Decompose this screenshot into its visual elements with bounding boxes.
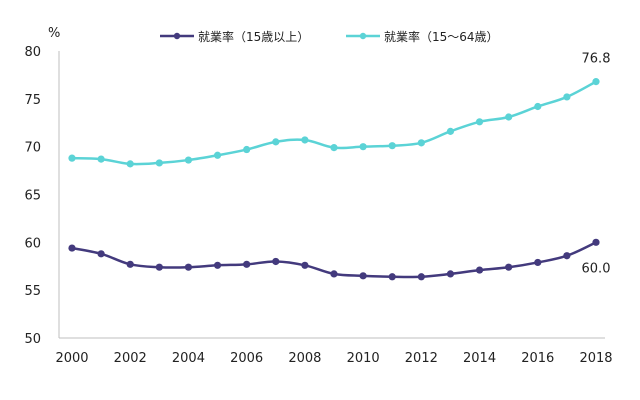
data-point xyxy=(272,138,280,146)
data-point xyxy=(475,118,484,126)
data-point xyxy=(446,270,455,278)
data-point xyxy=(243,145,251,154)
y-tick-label: 65 xyxy=(24,189,41,204)
y-axis-unit-label: % xyxy=(48,26,60,41)
x-tick-label: 2014 xyxy=(463,351,496,366)
y-tick-label: 60 xyxy=(24,236,41,251)
data-point xyxy=(534,258,542,267)
data-point xyxy=(446,127,455,135)
data-point xyxy=(184,263,193,271)
x-tick-label: 2000 xyxy=(55,351,88,366)
data-point xyxy=(213,151,222,159)
data-point xyxy=(592,78,600,86)
chart-legend: 就業率（15歳以上） 就業率（15～64歳） xyxy=(160,29,499,44)
data-point xyxy=(330,270,338,278)
legend-swatch-marker xyxy=(359,32,367,40)
data-point xyxy=(68,244,76,252)
data-point xyxy=(475,266,484,274)
data-point xyxy=(505,263,513,271)
legend-swatch-marker xyxy=(173,32,181,40)
data-point xyxy=(388,142,396,150)
data-point xyxy=(359,143,367,151)
data-point xyxy=(126,160,134,168)
end-value-label: 76.8 xyxy=(582,52,611,67)
y-tick-label: 55 xyxy=(24,284,41,299)
series-group: 76.8 xyxy=(68,52,610,168)
x-axis-ticks: 2000 2002 2004 2006 2008 2010 2012 2014 2016 2018 xyxy=(55,351,612,366)
x-tick-label: 2010 xyxy=(347,351,380,366)
data-point xyxy=(534,102,542,111)
end-value-label: 60.0 xyxy=(582,261,611,276)
x-tick-label: 2012 xyxy=(405,351,438,366)
legend-label: 就業率（15～64歳） xyxy=(384,29,499,44)
data-point xyxy=(592,238,600,246)
data-point xyxy=(359,272,367,280)
data-point xyxy=(417,139,425,147)
data-point xyxy=(184,156,193,164)
data-point xyxy=(213,261,222,269)
x-tick-label: 2004 xyxy=(172,351,205,366)
data-point xyxy=(330,144,338,152)
data-point xyxy=(563,252,571,260)
data-point xyxy=(272,257,280,266)
data-point xyxy=(243,260,251,268)
x-tick-label: 2006 xyxy=(230,351,263,366)
x-tick-label: 2002 xyxy=(114,351,147,366)
x-tick-label: 2018 xyxy=(579,351,612,366)
series-layer: 60.0 76.8 xyxy=(68,52,610,281)
x-tick-label: 2016 xyxy=(521,351,554,366)
y-tick-label: 70 xyxy=(24,141,41,156)
y-tick-label: 75 xyxy=(24,93,41,108)
legend-label: 就業率（15歳以上） xyxy=(198,29,309,44)
data-point xyxy=(417,273,425,281)
data-point xyxy=(505,113,513,121)
y-tick-label: 80 xyxy=(24,45,41,60)
series-group: 60.0 xyxy=(68,238,611,281)
data-point xyxy=(388,273,396,281)
data-point xyxy=(68,154,76,162)
series-line xyxy=(70,80,598,166)
data-point xyxy=(126,260,134,268)
x-tick-label: 2008 xyxy=(288,351,321,366)
data-point xyxy=(97,250,105,258)
y-tick-label: 50 xyxy=(24,332,41,347)
data-point xyxy=(301,261,309,269)
y-axis-ticks: 50 55 60 65 70 75 80 xyxy=(24,45,41,347)
data-point xyxy=(155,159,163,167)
data-point xyxy=(97,155,105,163)
data-point xyxy=(563,93,571,101)
data-point xyxy=(301,136,309,144)
data-point xyxy=(155,263,163,271)
